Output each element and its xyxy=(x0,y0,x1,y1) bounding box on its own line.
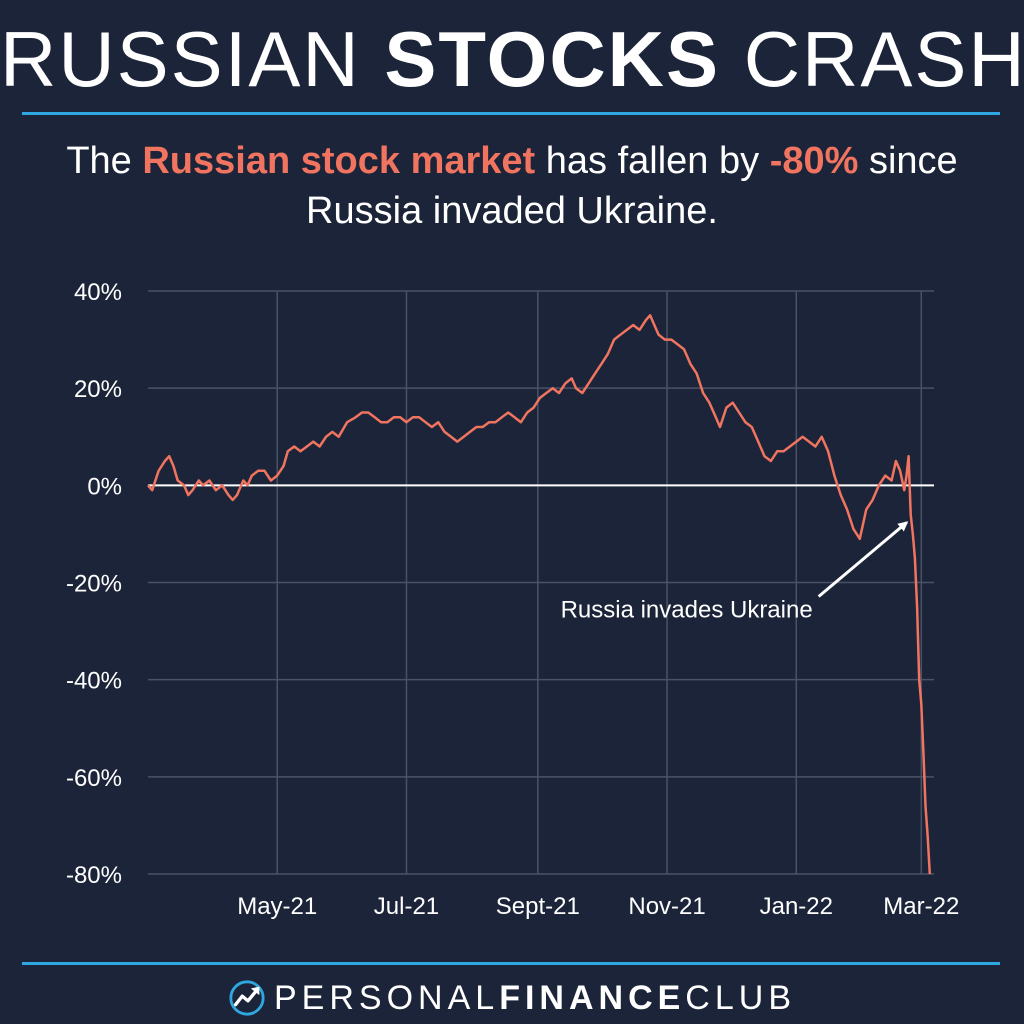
annotation-label: Russia invades Ukraine xyxy=(561,596,813,623)
subtitle-highlight-market: Russian stock market xyxy=(142,140,536,182)
y-tick-label: -60% xyxy=(66,765,122,792)
footer: PERSONALFINANCECLUB xyxy=(0,975,1024,1021)
title-part1: RUSSIAN xyxy=(0,15,385,103)
title-part2: STOCKS xyxy=(384,15,721,103)
subtitle-highlight-percent: -80% xyxy=(769,140,859,182)
grid xyxy=(148,290,934,875)
x-tick-label: Jan-22 xyxy=(760,893,833,920)
title-part3: CRASH xyxy=(720,15,1024,103)
brand-part2: FINANCE xyxy=(499,978,686,1017)
x-tick-label: Jul-21 xyxy=(374,893,439,920)
y-tick-label: 40% xyxy=(74,279,122,306)
y-tick-label: 20% xyxy=(74,376,122,403)
page-title: RUSSIAN STOCKS CRASH xyxy=(0,14,1024,104)
y-tick-label: -40% xyxy=(66,668,122,695)
y-tick-label: -80% xyxy=(66,862,122,889)
x-axis: May-21 Jul-21 Sept-21 Nov-21 Jan-22 Mar-22 xyxy=(237,893,959,920)
x-tick-label: May-21 xyxy=(237,893,317,920)
x-tick-label: Mar-22 xyxy=(883,893,959,920)
series xyxy=(147,314,932,875)
y-tick-label: -20% xyxy=(66,571,122,598)
subtitle-pre: The xyxy=(66,140,143,182)
top-divider xyxy=(22,112,1000,115)
brand-name: PERSONALFINANCECLUB xyxy=(274,979,796,1018)
brand-part3: CLUB xyxy=(685,978,796,1017)
x-tick-label: Sept-21 xyxy=(496,893,580,920)
y-axis: 40% 20% 0% -20% -40% -60% -80% xyxy=(66,279,122,889)
y-tick-label: 0% xyxy=(87,473,122,500)
bottom-divider xyxy=(22,962,1000,965)
series-line xyxy=(147,314,932,875)
brand-part1: PERSONAL xyxy=(274,978,500,1017)
subtitle-post: since Russia invaded Ukraine. xyxy=(306,140,958,232)
rising-arrow-icon xyxy=(229,980,265,1016)
annotation: Russia invades Ukraine xyxy=(561,521,909,623)
line-chart: 40% 20% 0% -20% -40% -60% -80% May-21 Jul-21 Sep… xyxy=(66,279,959,920)
subtitle: The Russian stock market has fallen by -… xyxy=(40,136,984,236)
x-tick-label: Nov-21 xyxy=(628,893,705,920)
subtitle-mid: has fallen by xyxy=(535,140,770,182)
annotation-arrow xyxy=(817,521,909,598)
